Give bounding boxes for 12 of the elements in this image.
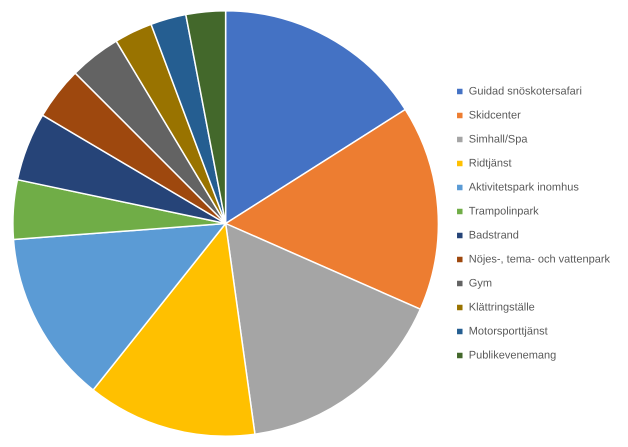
legend-label: Ridtjänst <box>468 158 512 170</box>
legend-label: Skidcenter <box>468 110 522 122</box>
legend-label: Badstrand <box>468 230 519 242</box>
legend-label: Klättringställe <box>468 302 535 314</box>
legend-label: Gym <box>468 278 492 290</box>
legend-label: Nöjes-, tema- och vattenpark <box>468 254 610 266</box>
legend-label: Publikevenemang <box>468 350 556 362</box>
legend-label: Guidad snöskotersafari <box>468 86 582 98</box>
legend-label: Trampolinpark <box>468 206 540 218</box>
legend-label: Aktivitetspark inomhus <box>468 182 580 194</box>
legend-label: Simhall/Spa <box>468 134 528 146</box>
legend-label: Motorsporttjänst <box>468 326 548 338</box>
